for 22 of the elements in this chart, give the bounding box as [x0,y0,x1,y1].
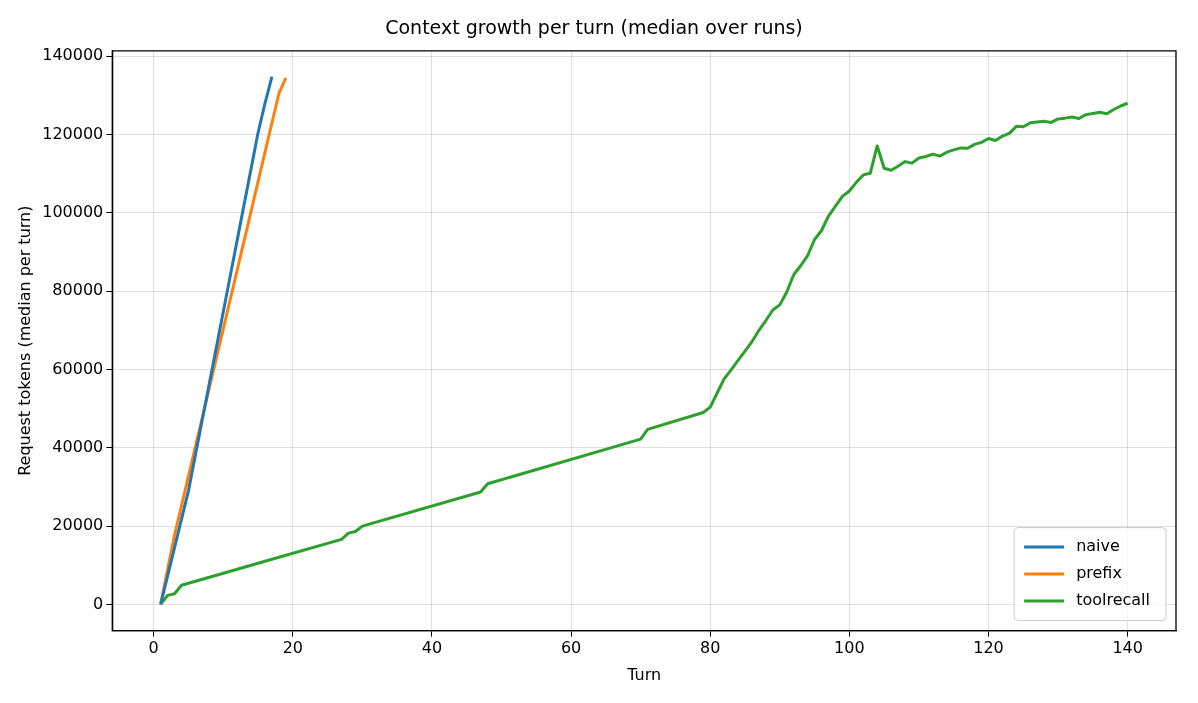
legend-label: toolrecall [1076,590,1150,610]
legend-label: naive [1076,536,1120,556]
y-tick-label: 120000 [42,123,104,143]
x-tick-label: 120 [973,638,1004,658]
chart-title: Context growth per turn (median over runs) [385,16,803,39]
y-tick-label: 60000 [52,358,104,378]
y-tick-label: 80000 [52,280,104,300]
x-tick-label: 140 [1112,638,1143,658]
x-tick-label: 60 [560,638,582,658]
x-axis-title: Turn [626,664,662,684]
y-tick-label: 40000 [52,436,104,456]
x-tick-label: 40 [421,638,443,658]
y-tick-label: 0 [93,593,104,613]
x-tick-label: 80 [700,638,721,658]
y-axis-title: Request tokens (median per turn) [14,205,34,476]
y-tick-label: 20000 [52,515,104,535]
legend-label: prefix [1076,563,1122,583]
y-tick-label: 140000 [42,45,104,65]
x-tick-label: 20 [282,638,303,658]
y-tick-label: 100000 [42,202,104,222]
x-tick-label: 0 [148,638,159,658]
x-tick-label: 100 [834,638,865,658]
